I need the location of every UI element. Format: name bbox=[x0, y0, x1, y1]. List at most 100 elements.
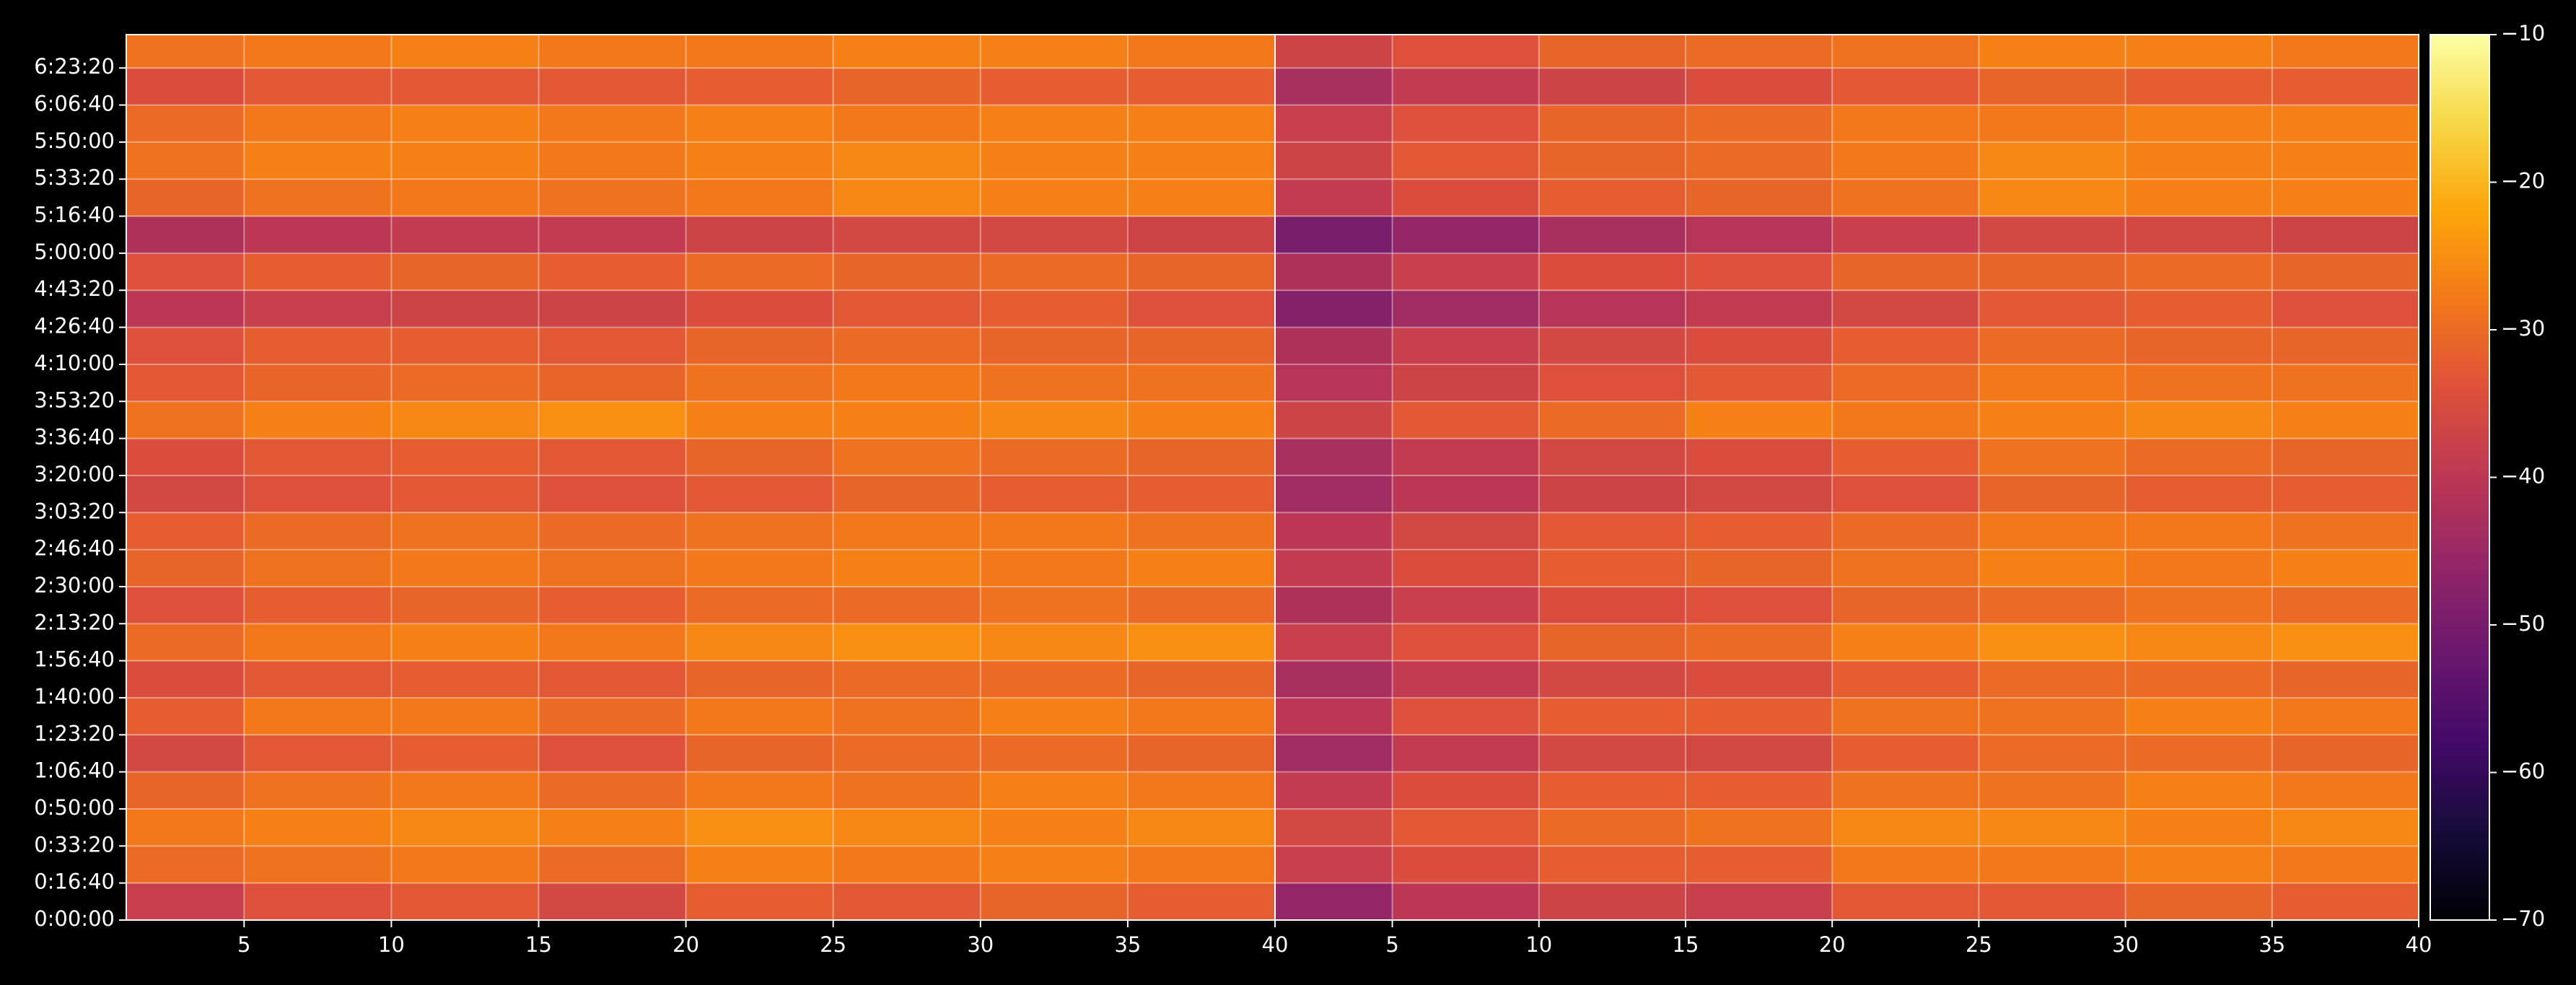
x-tick-label: 5 bbox=[1385, 932, 1398, 957]
heatmap-cell bbox=[1392, 660, 1540, 699]
heatmap-cell bbox=[1127, 475, 1276, 513]
y-tick-label: 0:33:20 bbox=[34, 832, 115, 857]
heatmap-cell bbox=[2271, 735, 2419, 773]
heatmap-cell bbox=[126, 549, 245, 587]
heatmap-cell bbox=[391, 808, 539, 846]
heatmap-cell bbox=[685, 475, 834, 513]
heatmap-cell bbox=[833, 105, 981, 143]
heatmap-cell bbox=[1685, 623, 1833, 662]
heatmap-cell bbox=[685, 846, 834, 884]
heatmap-cell bbox=[1392, 141, 1540, 180]
heatmap-cell bbox=[2125, 549, 2273, 587]
heatmap-cell bbox=[244, 216, 392, 254]
heatmap-cell bbox=[1392, 364, 1540, 402]
heatmap-cell bbox=[2125, 401, 2273, 439]
heatmap-cell bbox=[833, 512, 981, 551]
heatmap-cell bbox=[391, 438, 539, 476]
heatmap-cell bbox=[685, 586, 834, 624]
heatmap-cell bbox=[244, 290, 392, 328]
heatmap-cell bbox=[1392, 623, 1540, 662]
heatmap-cell bbox=[1275, 290, 1393, 328]
heatmap-cell bbox=[244, 327, 392, 365]
heatmap-cell bbox=[1685, 290, 1833, 328]
heatmap-cell bbox=[126, 401, 245, 439]
heatmap-cell bbox=[391, 475, 539, 513]
heatmap-cell bbox=[126, 846, 245, 884]
heatmap-cell bbox=[685, 364, 834, 402]
heatmap-cell bbox=[2125, 586, 2273, 624]
heatmap-cell bbox=[980, 586, 1129, 624]
heatmap-cell bbox=[833, 141, 981, 180]
heatmap-cell bbox=[1685, 401, 1833, 439]
heatmap-cell bbox=[1685, 735, 1833, 773]
heatmap-cell bbox=[1979, 771, 2126, 810]
heatmap-cell bbox=[538, 68, 687, 106]
heatmap-cell bbox=[244, 846, 392, 884]
heatmap-cell bbox=[1275, 808, 1393, 846]
heatmap-cell bbox=[1832, 512, 1979, 551]
heatmap-cell bbox=[1275, 586, 1393, 624]
heatmap-cell bbox=[1832, 475, 1979, 513]
heatmap-cell bbox=[1127, 735, 1276, 773]
heatmap-cell bbox=[391, 697, 539, 735]
heatmap-cell bbox=[833, 290, 981, 328]
heatmap-cell bbox=[980, 141, 1129, 180]
y-tick-label: 5:33:20 bbox=[34, 165, 115, 190]
heatmap-cell bbox=[1538, 771, 1686, 810]
heatmap-cell bbox=[1979, 475, 2126, 513]
heatmap-cell bbox=[1538, 290, 1686, 328]
heatmap-cell bbox=[391, 290, 539, 328]
heatmap-cell bbox=[1538, 549, 1686, 587]
heatmap-cell bbox=[126, 697, 245, 735]
y-tick-label: 0:00:00 bbox=[34, 906, 115, 931]
heatmap-cell bbox=[833, 438, 981, 476]
heatmap-cell bbox=[1979, 846, 2126, 884]
heatmap-cell bbox=[2125, 735, 2273, 773]
heatmap-cell bbox=[244, 68, 392, 106]
heatmap-cell bbox=[244, 401, 392, 439]
heatmap-cell bbox=[685, 253, 834, 291]
heatmap-cell bbox=[980, 35, 1129, 69]
x-tick-label: 10 bbox=[1525, 932, 1552, 957]
heatmap-cell bbox=[2125, 253, 2273, 291]
heatmap-cell bbox=[2271, 697, 2419, 735]
heatmap-cell bbox=[126, 475, 245, 513]
heatmap-cell bbox=[2271, 660, 2419, 699]
heatmap-cell bbox=[685, 327, 834, 365]
heatmap-cell bbox=[1685, 660, 1833, 699]
heatmap-cell bbox=[2271, 771, 2419, 810]
heatmap-cell bbox=[1538, 35, 1686, 69]
y-tick-label: 4:10:00 bbox=[34, 351, 115, 375]
heatmap-cell bbox=[538, 735, 687, 773]
heatmap-cell bbox=[1979, 438, 2126, 476]
heatmap-cell bbox=[126, 735, 245, 773]
heatmap-cell bbox=[2125, 290, 2273, 328]
heatmap-cell bbox=[1832, 253, 1979, 291]
heatmap-cell bbox=[1275, 68, 1393, 106]
heatmap-cell bbox=[1275, 253, 1393, 291]
heatmap-cell bbox=[126, 68, 245, 106]
y-tick-label: 5:00:00 bbox=[34, 240, 115, 264]
heatmap-cell bbox=[685, 623, 834, 662]
heatmap-cell bbox=[1392, 549, 1540, 587]
heatmap-cell bbox=[126, 35, 245, 69]
heatmap-cell bbox=[1832, 364, 1979, 402]
heatmap-cell bbox=[1392, 179, 1540, 217]
heatmap-cell bbox=[1979, 68, 2126, 106]
heatmap-cell bbox=[1127, 35, 1276, 69]
heatmap-cell bbox=[1832, 735, 1979, 773]
heatmap-cell bbox=[1392, 216, 1540, 254]
heatmap-cell bbox=[538, 771, 687, 810]
heatmap-cell bbox=[2125, 512, 2273, 551]
heatmap-cell bbox=[1685, 253, 1833, 291]
heatmap-cell bbox=[1979, 883, 2126, 921]
heatmap-cell bbox=[833, 549, 981, 587]
heatmap-cell bbox=[391, 883, 539, 921]
heatmap-cell bbox=[2271, 512, 2419, 551]
colorbar bbox=[2430, 34, 2490, 921]
heatmap-cell bbox=[244, 883, 392, 921]
heatmap-cell bbox=[1275, 438, 1393, 476]
heatmap-cell bbox=[1685, 808, 1833, 846]
heatmap-cell bbox=[1392, 327, 1540, 365]
heatmap-cell bbox=[1538, 475, 1686, 513]
